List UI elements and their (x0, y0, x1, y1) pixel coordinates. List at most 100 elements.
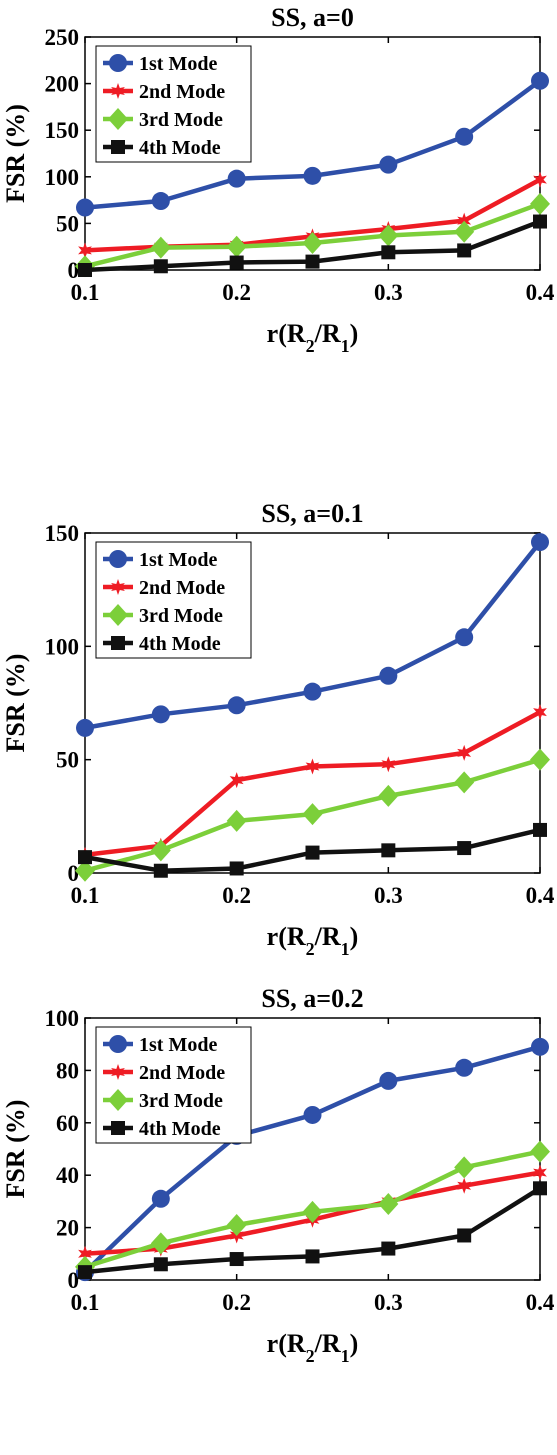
data-point (379, 155, 398, 174)
data-point (305, 1249, 320, 1264)
data-point (303, 166, 322, 185)
x-tick-label: 0.3 (374, 883, 403, 908)
data-point (303, 682, 322, 701)
y-tick-label: 250 (45, 25, 80, 50)
data-point (150, 236, 171, 259)
chart-svg-a0-2: SS, a=0.2 0 20 40 60 80 100 0.1 0.2 0.3 0.4 r(R2/R1… (1, 984, 555, 1366)
legend-swatch-marker (111, 140, 125, 154)
legend-label: 3rd Mode (139, 1090, 223, 1112)
data-point (78, 850, 92, 865)
data-point (455, 1058, 474, 1077)
data-point (533, 171, 547, 188)
data-point (305, 254, 320, 269)
y-tick-label: 100 (45, 165, 80, 190)
data-point (226, 809, 247, 832)
data-point (150, 839, 171, 862)
series-2 (78, 704, 547, 863)
y-tick-label: 20 (56, 1216, 79, 1241)
legend-label: 4th Mode (139, 633, 221, 655)
data-point (531, 71, 549, 90)
data-point (454, 1156, 475, 1179)
legend-swatch-marker (109, 54, 127, 72)
x-tick-label: 0.2 (222, 1290, 251, 1315)
data-point (76, 198, 94, 217)
legend-swatch-marker (111, 579, 125, 595)
data-point (302, 803, 323, 826)
chart-panel-a0-2: SS, a=0.2 0 20 40 60 80 100 0.1 0.2 0.3 0.4 r(R2/R1… (0, 970, 557, 1455)
chart-svg-a0: SS, a=0 0 50 100 150 200 250 0.1 0.2 0.3 0.4 r(R2/R… (1, 3, 555, 356)
legend-swatch-marker (108, 1089, 128, 1111)
data-point (302, 231, 323, 254)
y-tick-label: 0 (68, 258, 80, 283)
data-point (227, 169, 246, 188)
legend-swatch-marker (111, 1121, 125, 1135)
data-point (530, 192, 550, 215)
data-point (303, 1105, 322, 1124)
data-point (151, 1189, 170, 1208)
y-axis-label: FSR (%) (1, 104, 30, 203)
data-point (379, 1071, 398, 1090)
data-point (78, 263, 92, 277)
y-tick-label: 100 (45, 1006, 80, 1031)
data-point (378, 1193, 399, 1216)
data-point (78, 242, 92, 259)
legend-swatch-marker (109, 550, 127, 568)
data-point (533, 822, 547, 837)
x-tick-label: 0.4 (526, 883, 555, 908)
data-point (153, 259, 168, 274)
data-point (226, 235, 247, 258)
data-point (533, 214, 547, 229)
y-tick-label: 0 (68, 1268, 80, 1293)
y-axis-label: FSR (%) (1, 1100, 30, 1199)
series-3 (75, 748, 550, 882)
y-tick-label: 60 (56, 1111, 79, 1136)
y-tick-label: 150 (45, 521, 80, 546)
data-point (227, 696, 246, 715)
x-tick-label: 0.2 (222, 883, 251, 908)
data-point (378, 784, 399, 807)
legend-label: 2nd Mode (139, 577, 225, 599)
data-point (226, 1213, 247, 1236)
data-point (381, 756, 396, 773)
y-tick-label: 0 (68, 861, 80, 886)
chart-title: SS, a=0 (271, 3, 354, 32)
x-tick-label: 0.4 (526, 1290, 555, 1315)
legend-label: 1st Mode (139, 549, 217, 571)
x-tick-label: 0.1 (71, 883, 100, 908)
legend-label: 1st Mode (139, 53, 217, 75)
data-point (153, 863, 168, 878)
y-tick-label: 40 (56, 1163, 79, 1188)
x-axis-label: r(R2/R1) (267, 922, 359, 959)
data-point (455, 127, 474, 146)
data-point (531, 533, 549, 552)
y-tick-label: 200 (45, 72, 80, 97)
x-tick-label: 0.3 (374, 280, 403, 305)
data-point (381, 245, 396, 260)
x-tick-label: 0.4 (526, 280, 555, 305)
data-point (457, 243, 472, 258)
data-point (454, 771, 475, 794)
legend-swatch-marker (111, 83, 125, 99)
data-point (76, 718, 94, 737)
data-point (457, 744, 472, 761)
series-4 (78, 822, 547, 878)
data-point (78, 1245, 92, 1262)
legend-label: 2nd Mode (139, 1062, 225, 1084)
data-point (457, 841, 472, 856)
data-point (378, 224, 399, 247)
data-point (151, 192, 170, 211)
data-point (455, 628, 474, 647)
series-4 (78, 214, 547, 277)
data-point (457, 212, 472, 229)
data-point (151, 705, 170, 724)
data-point (533, 1164, 547, 1181)
data-point (381, 843, 396, 858)
data-point (153, 1257, 168, 1272)
data-point (533, 1181, 547, 1196)
data-point (457, 1177, 472, 1194)
legend-label: 4th Mode (139, 1118, 221, 1140)
legend-label: 3rd Mode (139, 605, 223, 627)
legend-label: 3rd Mode (139, 109, 223, 131)
x-tick-label: 0.2 (222, 280, 251, 305)
data-point (379, 666, 398, 685)
